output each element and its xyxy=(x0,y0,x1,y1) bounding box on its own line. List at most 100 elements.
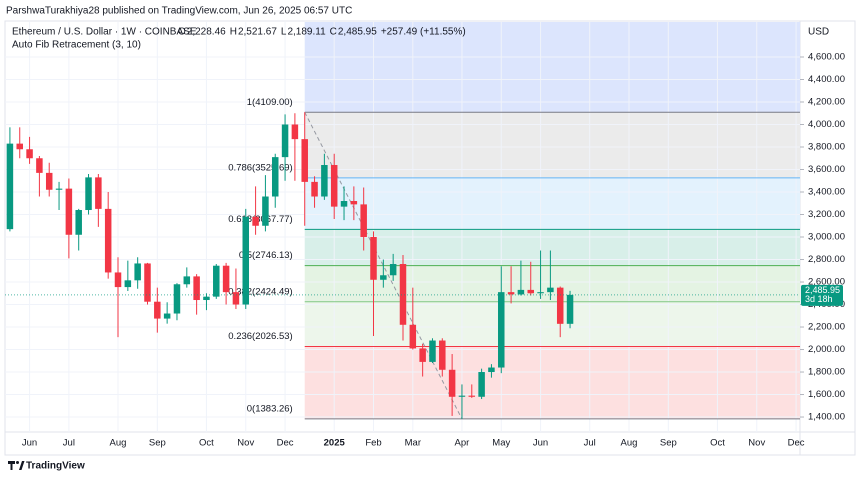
published-note: ParshwaTurakhiya28 published on TradingV… xyxy=(6,6,352,17)
tradingview-logo: TradingView xyxy=(8,461,85,472)
legend-value: 2,228.46 xyxy=(187,27,226,38)
change: +257.49 (+11.55%) xyxy=(381,27,466,38)
legend-key: H xyxy=(230,27,237,38)
x-tick-label: Dec xyxy=(277,438,294,449)
y-tick-label: 1,600.00 xyxy=(808,389,845,400)
axes: 1,400.00 1,600.00 1,800.00 2,000.00 2,200.00… xyxy=(5,52,845,449)
fib-zone xyxy=(304,265,800,302)
x-tick-label: 2025 xyxy=(324,438,346,449)
price-tag xyxy=(801,284,843,306)
candle-body xyxy=(291,124,299,140)
candle-body xyxy=(203,296,210,301)
candle-body xyxy=(478,372,485,397)
y-tick-label: 3,000.00 xyxy=(808,232,845,243)
candle-body xyxy=(213,265,220,297)
candle-body xyxy=(183,276,191,285)
y-tick-label: 3,800.00 xyxy=(808,142,845,153)
candle-body xyxy=(281,124,289,158)
candle-body xyxy=(154,301,161,319)
candle-body xyxy=(399,264,407,325)
candle-body xyxy=(222,265,230,293)
candle-body xyxy=(330,165,338,207)
candle-body xyxy=(380,275,387,280)
legend-key: C xyxy=(330,27,337,38)
indicator-name: Auto Fib Retracement (3, 10) xyxy=(12,40,141,51)
x-tick-label: May xyxy=(492,438,510,449)
candle-body xyxy=(360,204,367,238)
y-tick-label: 4,600.00 xyxy=(808,52,845,63)
currency-box xyxy=(803,24,829,40)
legend-value: 2,521.67 xyxy=(238,27,277,38)
fib-zone xyxy=(304,229,800,266)
candles xyxy=(6,112,574,419)
fib-zone xyxy=(304,301,800,347)
candle-body xyxy=(517,289,525,295)
candle-body xyxy=(301,139,308,182)
x-tick-label: Jul xyxy=(584,438,596,449)
candle-body xyxy=(242,216,250,305)
candle-body xyxy=(252,216,259,226)
candle-body xyxy=(104,208,112,273)
legend-key: L xyxy=(281,27,287,38)
candle-body xyxy=(65,188,73,235)
x-tick-label: Aug xyxy=(110,438,127,449)
fib-zone xyxy=(304,177,800,230)
candle-body xyxy=(193,276,200,301)
fib-zone xyxy=(304,346,800,419)
fib-label: 0.5(2746.13) xyxy=(239,250,293,261)
x-tick-label: Mar xyxy=(405,438,421,449)
candle-body xyxy=(271,157,279,197)
fib-label: 1(4109.00) xyxy=(247,97,293,108)
fib-lines: 1(4109.00) 0.786(3525.69) 0.618(3067.77) 0.… xyxy=(228,97,800,420)
y-tick-label: 3,200.00 xyxy=(808,209,845,220)
candle-body xyxy=(370,237,377,280)
candle-body xyxy=(124,280,132,288)
x-tick-label: Oct xyxy=(710,438,725,449)
fib-trend-line xyxy=(304,112,463,420)
candle-body xyxy=(134,263,141,281)
y-tick-label: 1,400.00 xyxy=(808,412,845,423)
y-tick-label: 3,600.00 xyxy=(808,164,845,175)
candle-body xyxy=(547,287,554,293)
x-tick-label: Jun xyxy=(22,438,37,449)
fib-label: 0.382(2424.49) xyxy=(228,286,292,297)
candle-body xyxy=(144,263,151,302)
candle-body xyxy=(488,367,495,373)
candle-body xyxy=(458,395,466,397)
y-tick-label: 4,200.00 xyxy=(808,97,845,108)
legend-value: 2,189.11 xyxy=(287,27,326,38)
candle-body xyxy=(114,272,122,288)
candle-body xyxy=(16,143,23,150)
candle-body xyxy=(163,313,171,319)
x-tick-label: Sep xyxy=(149,438,166,449)
candle-body xyxy=(26,149,33,159)
candle-body xyxy=(537,292,544,294)
currency-label: USD xyxy=(808,27,829,38)
fib-label: 0.786(3525.69) xyxy=(228,162,292,173)
candle-body xyxy=(439,340,446,370)
x-tick-label: Feb xyxy=(365,438,381,449)
legend-value: 2,485.95 xyxy=(338,27,377,38)
fib-zone xyxy=(304,112,800,178)
candle-body xyxy=(95,177,102,209)
legend-key: O xyxy=(178,27,186,38)
candle-body xyxy=(75,210,82,235)
y-tick-label: 2,000.00 xyxy=(808,344,845,355)
x-tick-label: Aug xyxy=(621,438,638,449)
candle-body xyxy=(429,340,436,362)
candle-body xyxy=(311,181,318,197)
y-tick-label: 2,800.00 xyxy=(808,254,845,265)
candle-body xyxy=(448,369,456,397)
fib-label: 0.236(2026.53) xyxy=(228,331,292,342)
fib-label: 0.618(3067.77) xyxy=(228,214,292,225)
candle-body xyxy=(507,292,515,295)
candle-body xyxy=(6,143,14,230)
x-tick-label: Sep xyxy=(660,438,677,449)
candle-body xyxy=(321,165,328,197)
candle-body xyxy=(232,292,240,305)
y-tick-label: 4,400.00 xyxy=(808,74,845,85)
candle-body xyxy=(527,289,534,294)
x-tick-label: Apr xyxy=(455,438,470,449)
candle-body xyxy=(468,395,476,397)
